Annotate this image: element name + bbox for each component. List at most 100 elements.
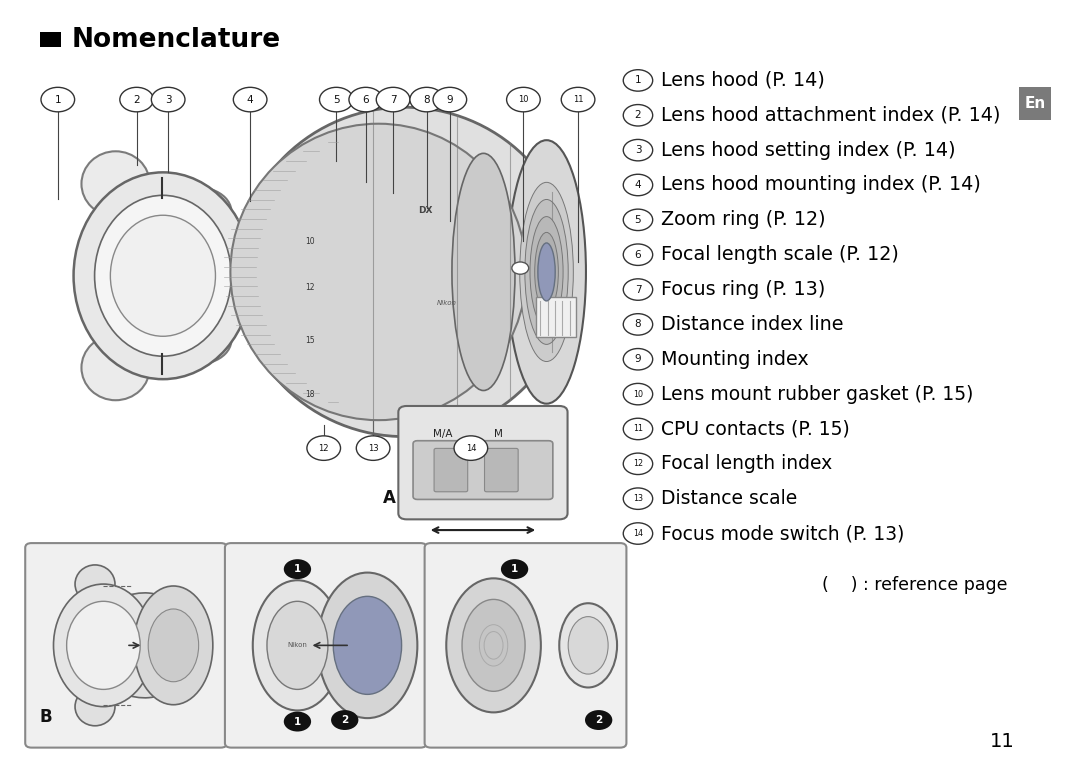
- Text: 5: 5: [333, 94, 339, 105]
- Circle shape: [623, 523, 652, 545]
- Circle shape: [284, 559, 311, 579]
- Circle shape: [623, 314, 652, 336]
- FancyBboxPatch shape: [485, 448, 518, 492]
- Text: 1: 1: [294, 716, 301, 727]
- Text: 10: 10: [633, 390, 643, 398]
- Ellipse shape: [134, 586, 213, 705]
- Text: 15: 15: [306, 336, 315, 345]
- Text: M/A: M/A: [433, 429, 453, 439]
- Circle shape: [623, 384, 652, 404]
- Circle shape: [623, 209, 652, 231]
- Text: 8: 8: [635, 319, 642, 329]
- Ellipse shape: [67, 601, 140, 689]
- Ellipse shape: [75, 688, 114, 726]
- Text: DX: DX: [418, 206, 433, 215]
- Ellipse shape: [318, 573, 417, 719]
- Circle shape: [623, 175, 652, 196]
- Text: 2: 2: [341, 715, 349, 725]
- Ellipse shape: [451, 153, 515, 391]
- Ellipse shape: [267, 601, 328, 689]
- Circle shape: [151, 87, 185, 112]
- Ellipse shape: [54, 584, 153, 706]
- Text: 12: 12: [306, 283, 314, 292]
- Circle shape: [332, 710, 359, 730]
- Text: 2: 2: [133, 94, 140, 105]
- Text: 4: 4: [247, 94, 254, 105]
- Circle shape: [233, 87, 267, 112]
- Ellipse shape: [148, 609, 199, 682]
- Text: 12: 12: [319, 444, 329, 453]
- Text: 1: 1: [511, 564, 518, 574]
- Text: 18: 18: [306, 390, 314, 399]
- Circle shape: [623, 453, 652, 475]
- Circle shape: [623, 349, 652, 370]
- Circle shape: [307, 436, 340, 460]
- Ellipse shape: [230, 124, 526, 421]
- Circle shape: [562, 87, 595, 112]
- Circle shape: [356, 436, 390, 460]
- Text: A: A: [383, 489, 396, 507]
- Text: (    ) : reference page: ( ) : reference page: [822, 576, 1008, 594]
- Circle shape: [433, 87, 467, 112]
- Circle shape: [320, 87, 353, 112]
- Circle shape: [349, 87, 382, 112]
- FancyBboxPatch shape: [225, 543, 427, 748]
- Ellipse shape: [568, 617, 608, 674]
- Text: Lens hood attachment index (P. 14): Lens hood attachment index (P. 14): [661, 106, 1000, 125]
- Text: 2: 2: [635, 110, 642, 120]
- Text: 12: 12: [633, 460, 643, 468]
- Ellipse shape: [253, 581, 342, 711]
- Ellipse shape: [110, 215, 216, 336]
- Circle shape: [623, 488, 652, 509]
- Text: Lens mount rubber gasket (P. 15): Lens mount rubber gasket (P. 15): [661, 385, 973, 404]
- Text: 13: 13: [368, 444, 378, 453]
- Ellipse shape: [81, 336, 150, 401]
- Ellipse shape: [525, 199, 568, 345]
- Text: 11: 11: [989, 732, 1014, 751]
- FancyBboxPatch shape: [424, 543, 626, 748]
- Circle shape: [512, 262, 529, 274]
- Ellipse shape: [81, 152, 150, 216]
- Text: 11: 11: [572, 95, 583, 104]
- Circle shape: [623, 279, 652, 300]
- Bar: [536, 297, 576, 337]
- Text: Mounting index: Mounting index: [661, 350, 809, 368]
- Text: Nikon: Nikon: [436, 300, 457, 306]
- Text: 10: 10: [306, 237, 315, 246]
- Text: 13: 13: [633, 494, 643, 503]
- Ellipse shape: [237, 107, 572, 437]
- Text: M: M: [494, 429, 503, 439]
- Text: B: B: [40, 709, 53, 726]
- Bar: [1020, 87, 1051, 120]
- Circle shape: [376, 87, 410, 112]
- Text: 1: 1: [635, 75, 642, 86]
- Text: 3: 3: [165, 94, 172, 105]
- Text: CPU contacts (P. 15): CPU contacts (P. 15): [661, 420, 850, 438]
- Text: 6: 6: [363, 94, 369, 105]
- Text: 9: 9: [635, 354, 642, 365]
- Text: Focus mode switch (P. 13): Focus mode switch (P. 13): [661, 524, 904, 543]
- Circle shape: [41, 87, 75, 112]
- Circle shape: [410, 87, 444, 112]
- Ellipse shape: [75, 565, 114, 604]
- Text: 14: 14: [633, 529, 643, 538]
- Bar: [40, 32, 60, 47]
- Text: 10: 10: [518, 95, 529, 104]
- Circle shape: [623, 70, 652, 91]
- Circle shape: [507, 87, 540, 112]
- Circle shape: [623, 104, 652, 126]
- Circle shape: [585, 710, 612, 730]
- Text: 14: 14: [465, 444, 476, 453]
- Text: 1: 1: [54, 94, 62, 105]
- Text: 5: 5: [635, 214, 642, 225]
- Text: 11: 11: [633, 424, 643, 434]
- FancyBboxPatch shape: [399, 406, 568, 519]
- Ellipse shape: [530, 217, 563, 327]
- Text: Focal length index: Focal length index: [661, 454, 833, 473]
- Ellipse shape: [446, 578, 541, 712]
- FancyBboxPatch shape: [431, 407, 495, 436]
- Ellipse shape: [95, 195, 231, 356]
- Text: Lens hood mounting index (P. 14): Lens hood mounting index (P. 14): [661, 175, 981, 195]
- Circle shape: [623, 244, 652, 266]
- Circle shape: [623, 418, 652, 440]
